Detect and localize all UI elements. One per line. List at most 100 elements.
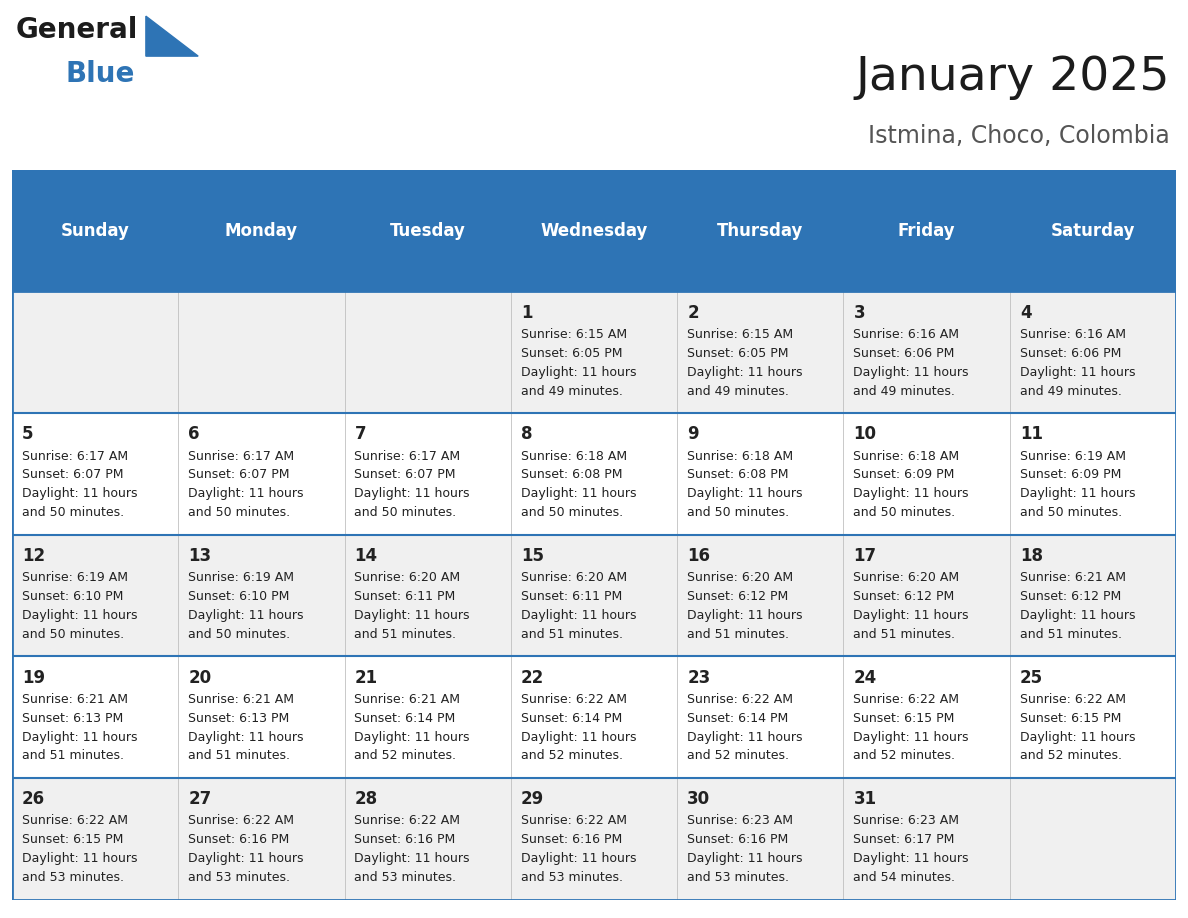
Text: Sunrise: 6:21 AM: Sunrise: 6:21 AM — [1019, 571, 1126, 584]
Text: Sunrise: 6:22 AM: Sunrise: 6:22 AM — [520, 693, 627, 706]
Text: Sunset: 6:17 PM: Sunset: 6:17 PM — [853, 834, 955, 846]
Text: Sunset: 6:05 PM: Sunset: 6:05 PM — [687, 347, 789, 360]
Text: Sunrise: 6:17 AM: Sunrise: 6:17 AM — [354, 450, 461, 463]
Text: Sunset: 6:14 PM: Sunset: 6:14 PM — [354, 711, 456, 724]
Text: Daylight: 11 hours: Daylight: 11 hours — [1019, 609, 1136, 621]
Text: Sunrise: 6:22 AM: Sunrise: 6:22 AM — [21, 814, 128, 827]
Text: Sunset: 6:14 PM: Sunset: 6:14 PM — [520, 711, 623, 724]
Text: 20: 20 — [188, 668, 211, 687]
Text: Sunset: 6:16 PM: Sunset: 6:16 PM — [520, 834, 623, 846]
Text: 29: 29 — [520, 790, 544, 808]
Text: and 53 minutes.: and 53 minutes. — [687, 871, 789, 884]
Text: Sunrise: 6:22 AM: Sunrise: 6:22 AM — [687, 693, 794, 706]
Text: Daylight: 11 hours: Daylight: 11 hours — [354, 487, 470, 500]
Text: Sunset: 6:07 PM: Sunset: 6:07 PM — [188, 468, 290, 481]
Text: 10: 10 — [853, 425, 877, 443]
Text: 7: 7 — [354, 425, 366, 443]
Text: Sunset: 6:10 PM: Sunset: 6:10 PM — [21, 590, 124, 603]
Text: and 49 minutes.: and 49 minutes. — [1019, 385, 1121, 397]
Text: Sunrise: 6:18 AM: Sunrise: 6:18 AM — [687, 450, 794, 463]
Text: Sunrise: 6:16 AM: Sunrise: 6:16 AM — [853, 328, 960, 341]
Text: Daylight: 11 hours: Daylight: 11 hours — [188, 852, 304, 865]
Text: Sunset: 6:16 PM: Sunset: 6:16 PM — [354, 834, 456, 846]
Text: Sunset: 6:15 PM: Sunset: 6:15 PM — [1019, 711, 1121, 724]
Text: Sunset: 6:06 PM: Sunset: 6:06 PM — [853, 347, 955, 360]
Text: Saturday: Saturday — [1050, 221, 1136, 240]
Text: Sunset: 6:05 PM: Sunset: 6:05 PM — [520, 347, 623, 360]
Text: Daylight: 11 hours: Daylight: 11 hours — [853, 609, 969, 621]
Text: Daylight: 11 hours: Daylight: 11 hours — [354, 731, 470, 744]
Text: and 53 minutes.: and 53 minutes. — [520, 871, 623, 884]
Text: Sunrise: 6:21 AM: Sunrise: 6:21 AM — [354, 693, 461, 706]
Text: 12: 12 — [21, 547, 45, 565]
Text: Sunrise: 6:17 AM: Sunrise: 6:17 AM — [188, 450, 295, 463]
Text: Daylight: 11 hours: Daylight: 11 hours — [687, 609, 803, 621]
Text: Daylight: 11 hours: Daylight: 11 hours — [520, 365, 637, 378]
Text: Sunset: 6:06 PM: Sunset: 6:06 PM — [1019, 347, 1121, 360]
Text: 2: 2 — [687, 304, 699, 321]
Text: Daylight: 11 hours: Daylight: 11 hours — [853, 487, 969, 500]
Text: and 50 minutes.: and 50 minutes. — [520, 506, 623, 520]
Text: 27: 27 — [188, 790, 211, 808]
Text: Sunset: 6:16 PM: Sunset: 6:16 PM — [188, 834, 290, 846]
Text: Sunrise: 6:16 AM: Sunrise: 6:16 AM — [1019, 328, 1126, 341]
Text: Daylight: 11 hours: Daylight: 11 hours — [520, 731, 637, 744]
Text: Sunset: 6:15 PM: Sunset: 6:15 PM — [21, 834, 124, 846]
Text: Tuesday: Tuesday — [390, 221, 466, 240]
Text: Sunrise: 6:22 AM: Sunrise: 6:22 AM — [520, 814, 627, 827]
Text: and 50 minutes.: and 50 minutes. — [188, 506, 290, 520]
Text: Thursday: Thursday — [718, 221, 803, 240]
Text: Sunset: 6:11 PM: Sunset: 6:11 PM — [354, 590, 456, 603]
Text: 18: 18 — [1019, 547, 1043, 565]
Text: Sunrise: 6:22 AM: Sunrise: 6:22 AM — [853, 693, 960, 706]
Text: Daylight: 11 hours: Daylight: 11 hours — [520, 609, 637, 621]
Text: Daylight: 11 hours: Daylight: 11 hours — [687, 487, 803, 500]
Text: and 50 minutes.: and 50 minutes. — [354, 506, 456, 520]
Bar — [12, 170, 1176, 292]
Text: Daylight: 11 hours: Daylight: 11 hours — [687, 731, 803, 744]
Text: 26: 26 — [21, 790, 45, 808]
Text: Blue: Blue — [65, 61, 134, 88]
Text: Daylight: 11 hours: Daylight: 11 hours — [21, 609, 138, 621]
Text: 25: 25 — [1019, 668, 1043, 687]
Text: Daylight: 11 hours: Daylight: 11 hours — [853, 731, 969, 744]
Text: Sunrise: 6:20 AM: Sunrise: 6:20 AM — [354, 571, 461, 584]
Text: and 52 minutes.: and 52 minutes. — [354, 749, 456, 763]
Text: Istmina, Choco, Colombia: Istmina, Choco, Colombia — [868, 124, 1170, 148]
Text: 24: 24 — [853, 668, 877, 687]
Text: and 53 minutes.: and 53 minutes. — [21, 871, 124, 884]
Text: and 51 minutes.: and 51 minutes. — [21, 749, 124, 763]
Bar — [12, 656, 1176, 778]
Text: and 50 minutes.: and 50 minutes. — [1019, 506, 1121, 520]
Text: Daylight: 11 hours: Daylight: 11 hours — [188, 731, 304, 744]
Text: and 50 minutes.: and 50 minutes. — [853, 506, 955, 520]
Text: Sunset: 6:09 PM: Sunset: 6:09 PM — [1019, 468, 1121, 481]
Text: 16: 16 — [687, 547, 710, 565]
Text: and 49 minutes.: and 49 minutes. — [687, 385, 789, 397]
Text: Sunrise: 6:15 AM: Sunrise: 6:15 AM — [520, 328, 627, 341]
Text: and 51 minutes.: and 51 minutes. — [1019, 628, 1121, 641]
Text: 15: 15 — [520, 547, 544, 565]
Text: Sunrise: 6:18 AM: Sunrise: 6:18 AM — [520, 450, 627, 463]
Text: Daylight: 11 hours: Daylight: 11 hours — [354, 609, 470, 621]
Text: Sunset: 6:07 PM: Sunset: 6:07 PM — [21, 468, 124, 481]
Text: 11: 11 — [1019, 425, 1043, 443]
Text: Daylight: 11 hours: Daylight: 11 hours — [520, 852, 637, 865]
Text: Daylight: 11 hours: Daylight: 11 hours — [21, 487, 138, 500]
Text: Daylight: 11 hours: Daylight: 11 hours — [1019, 365, 1136, 378]
Text: and 54 minutes.: and 54 minutes. — [853, 871, 955, 884]
Text: 3: 3 — [853, 304, 865, 321]
Text: Daylight: 11 hours: Daylight: 11 hours — [21, 731, 138, 744]
Text: Sunset: 6:15 PM: Sunset: 6:15 PM — [853, 711, 955, 724]
Text: Sunrise: 6:18 AM: Sunrise: 6:18 AM — [853, 450, 960, 463]
Text: Sunrise: 6:23 AM: Sunrise: 6:23 AM — [853, 814, 960, 827]
Text: 22: 22 — [520, 668, 544, 687]
Text: and 51 minutes.: and 51 minutes. — [354, 628, 456, 641]
Text: Sunset: 6:09 PM: Sunset: 6:09 PM — [853, 468, 955, 481]
Text: Sunset: 6:16 PM: Sunset: 6:16 PM — [687, 834, 789, 846]
Text: 14: 14 — [354, 547, 378, 565]
Text: and 51 minutes.: and 51 minutes. — [687, 628, 789, 641]
Text: Daylight: 11 hours: Daylight: 11 hours — [853, 365, 969, 378]
Text: and 50 minutes.: and 50 minutes. — [687, 506, 789, 520]
Text: Sunrise: 6:22 AM: Sunrise: 6:22 AM — [1019, 693, 1126, 706]
